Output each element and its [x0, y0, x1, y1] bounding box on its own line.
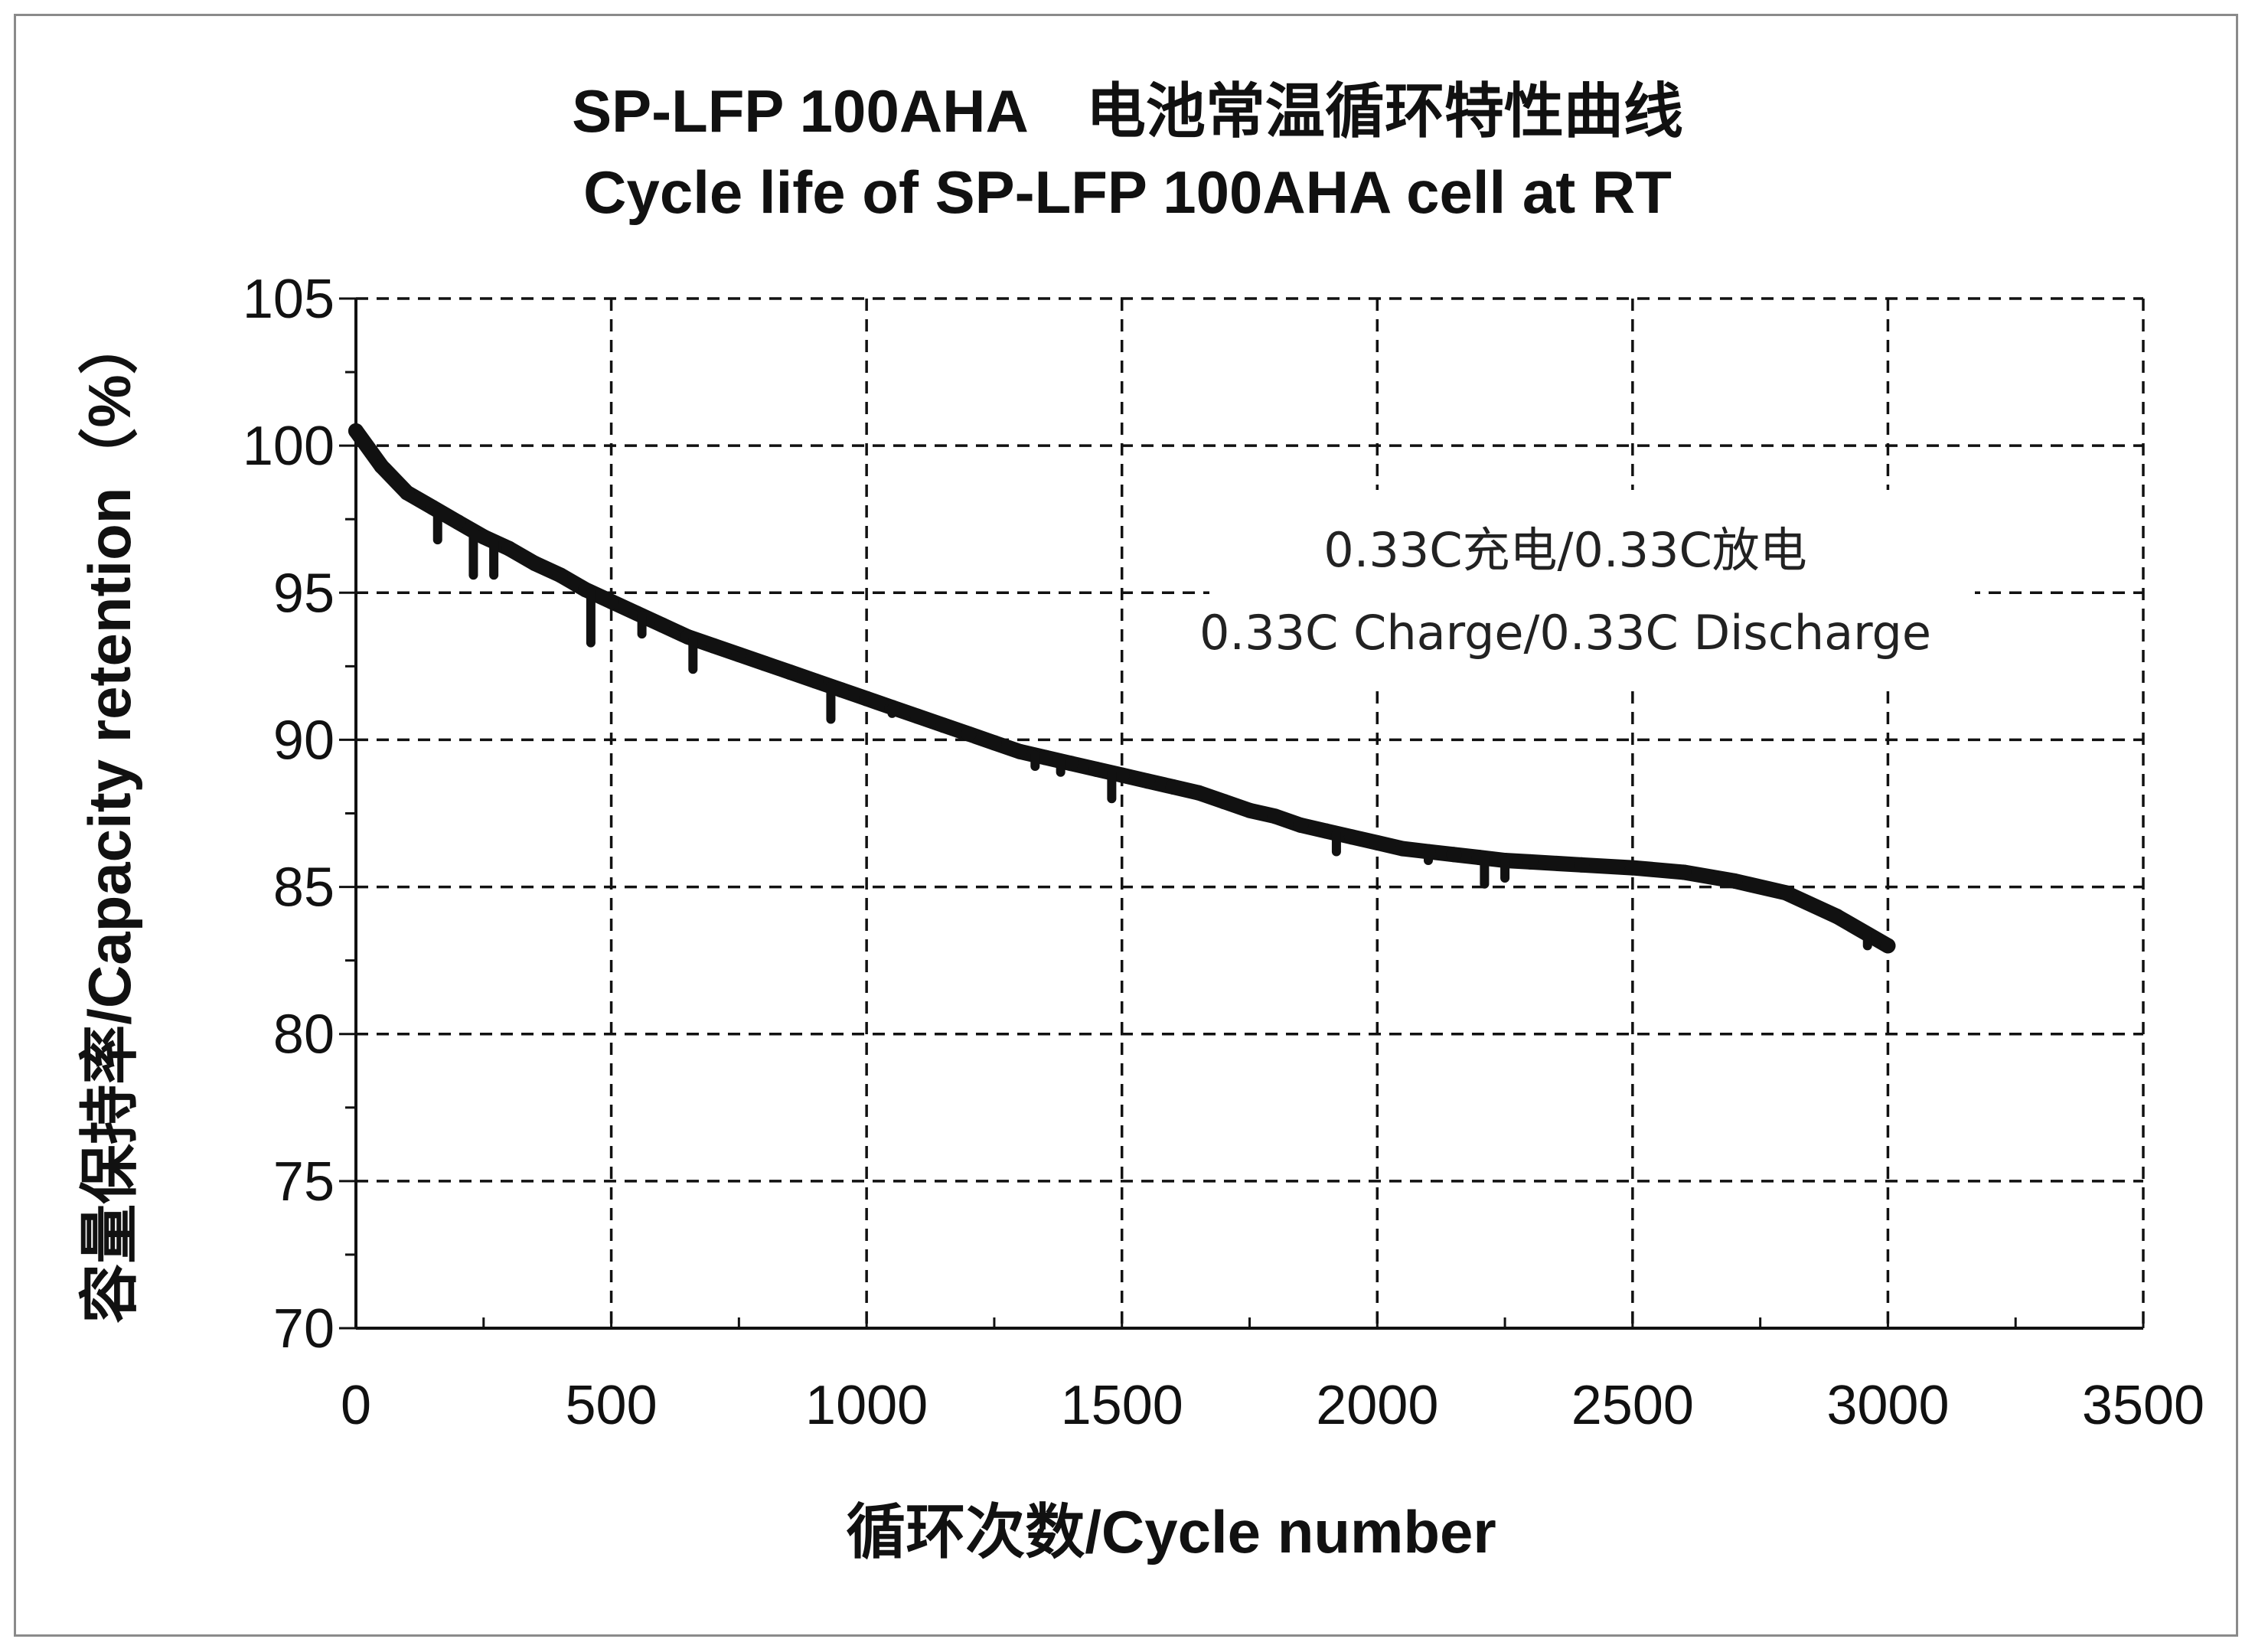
data-point — [1267, 808, 1283, 824]
data-point — [1114, 767, 1130, 783]
x-tick-label-0: 0 — [341, 1375, 371, 1436]
data-point — [1829, 909, 1845, 924]
data-point — [1343, 829, 1359, 845]
data-point — [399, 485, 415, 501]
data-point — [1063, 756, 1079, 772]
data-point — [1369, 834, 1385, 850]
x-tick-label-3000: 3000 — [1826, 1375, 1949, 1436]
data-point — [833, 682, 849, 698]
data-point — [1165, 779, 1181, 795]
axes — [339, 297, 2145, 1330]
annotation-line-2: 0.33C Charge/0.33C Discharge — [1199, 605, 1931, 661]
data-point — [1446, 847, 1462, 863]
data-point — [731, 646, 747, 662]
chart-subtitle: Cycle life of SP-LFP 100AHA cell at RT — [583, 158, 1672, 226]
y-tick-label-80: 80 — [273, 1004, 334, 1066]
data-point — [654, 617, 671, 633]
grid — [356, 297, 2145, 1328]
data-point — [782, 664, 798, 681]
data-point — [603, 593, 619, 609]
y-tick-label-95: 95 — [273, 563, 334, 624]
y-tick-label-75: 75 — [273, 1151, 334, 1213]
data-point — [909, 708, 925, 724]
x-tick-label-500: 500 — [566, 1375, 658, 1436]
x-tick-label-1000: 1000 — [805, 1375, 928, 1436]
x-tick-label-1500: 1500 — [1061, 1375, 1183, 1436]
data-point — [450, 514, 466, 531]
x-tick-label-3500: 3500 — [2082, 1375, 2204, 1436]
data-point — [1037, 749, 1053, 766]
chart-frame — [14, 14, 2238, 1637]
data-point — [1778, 885, 1793, 901]
data-point — [1140, 773, 1156, 789]
data-point — [986, 735, 1002, 751]
data-point — [808, 673, 824, 689]
data-point — [1293, 817, 1309, 833]
y-tick-label-105: 105 — [243, 269, 334, 330]
data-point — [1676, 864, 1692, 880]
data-point — [1574, 857, 1590, 873]
series — [348, 423, 1896, 954]
y-tick-label-100: 100 — [243, 416, 334, 477]
y-tick-label-90: 90 — [273, 710, 334, 771]
data-point — [1624, 860, 1640, 876]
tick-labels: 0 500 1000 1500 2000 2500 3000 3500 70 75 80 85 90 95… — [243, 269, 2204, 1436]
x-axis-label: 循环次数/Cycle number — [846, 1498, 1496, 1565]
data-point — [552, 567, 568, 583]
annotation-background — [1209, 490, 1975, 689]
chart-title: SP-LFP 100AHA 电池常温循环特性曲线 — [572, 77, 1683, 145]
x-tick-label-2500: 2500 — [1571, 1375, 1694, 1436]
data-point — [1190, 785, 1206, 801]
y-tick-label-70: 70 — [273, 1298, 334, 1360]
data-point — [501, 540, 517, 557]
data-point — [374, 459, 390, 475]
data-point — [1395, 841, 1411, 857]
data-point — [1318, 823, 1334, 839]
data-point — [1242, 802, 1258, 818]
y-tick-label-85: 85 — [273, 857, 334, 919]
data-point — [348, 423, 364, 439]
data-point — [935, 717, 951, 733]
data-point — [475, 529, 491, 545]
data-point — [527, 555, 543, 571]
x-tick-label-2000: 2000 — [1316, 1375, 1438, 1436]
data-point — [1522, 854, 1539, 870]
data-point — [1216, 794, 1232, 810]
data-point — [859, 691, 875, 707]
data-point — [756, 655, 772, 671]
data-point — [1088, 761, 1105, 777]
y-axis-label: 容量保持率/Capacity retention（%） — [76, 315, 143, 1324]
data-point — [961, 726, 977, 742]
data-point — [1880, 938, 1896, 954]
annotation-line-1: 0.33C充电/0.33C放电 — [1323, 522, 1807, 578]
data-point — [1727, 873, 1743, 889]
data-point — [706, 638, 721, 654]
data-point — [1012, 743, 1028, 759]
